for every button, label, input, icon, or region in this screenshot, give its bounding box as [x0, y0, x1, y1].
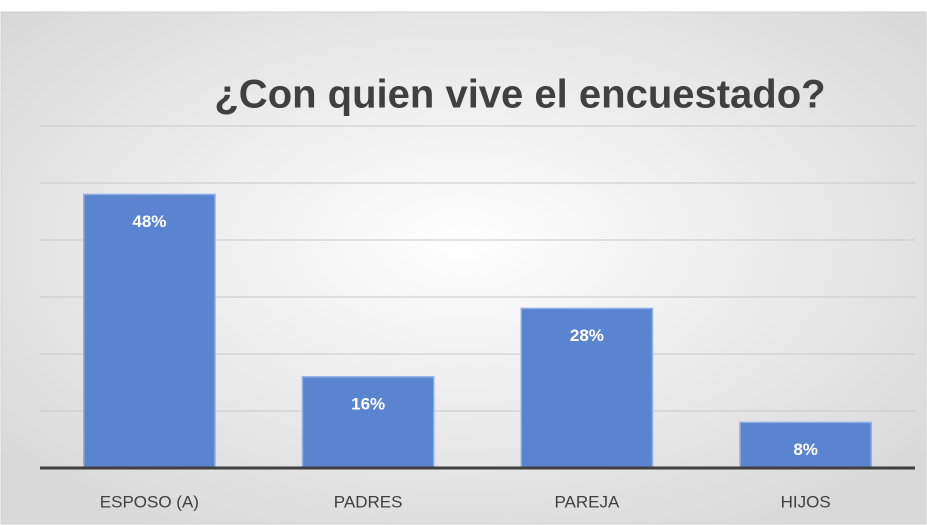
- bar: [739, 421, 872, 469]
- data-label: 28%: [570, 326, 604, 345]
- x-tick-label: PAREJA: [554, 492, 620, 511]
- data-label: 48%: [132, 212, 166, 231]
- bar: [301, 376, 435, 469]
- data-label: 8%: [793, 440, 818, 459]
- data-label: 16%: [351, 394, 385, 413]
- chart-title: ¿Con quien vive el encuestado?: [214, 73, 825, 117]
- bar: [520, 307, 654, 469]
- bar: [83, 193, 216, 469]
- x-tick-label: ESPOSO (A): [100, 492, 199, 511]
- x-tick-label: HIJOS: [781, 492, 831, 511]
- x-tick-label: PADRES: [334, 492, 403, 511]
